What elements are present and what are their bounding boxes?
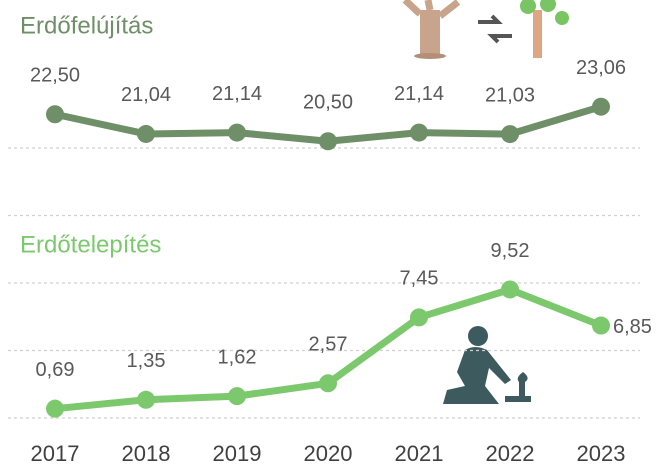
value-label: 21,14 xyxy=(212,83,262,105)
planting-icon xyxy=(443,326,531,404)
data-point xyxy=(137,124,155,143)
value-label: 6,85 xyxy=(613,316,652,338)
data-point xyxy=(228,387,246,406)
panel-title: Erdőtelepítés xyxy=(20,231,161,258)
data-point xyxy=(410,308,428,327)
value-label: 22,50 xyxy=(30,65,80,87)
panel-title: Erdőfelújítás xyxy=(20,12,153,39)
data-point xyxy=(46,105,64,124)
value-label: 23,06 xyxy=(576,57,626,79)
data-point xyxy=(592,316,610,335)
data-point xyxy=(46,399,64,418)
data-point xyxy=(319,374,337,393)
data-point xyxy=(228,123,246,142)
data-point xyxy=(137,390,155,409)
value-label: 9,52 xyxy=(491,240,530,262)
value-label: 21,14 xyxy=(394,83,444,105)
value-label: 0,69 xyxy=(36,359,75,381)
data-point xyxy=(501,280,519,299)
value-label: 2,57 xyxy=(309,334,348,356)
data-point xyxy=(592,97,610,116)
value-label: 21,03 xyxy=(485,84,535,106)
x-tick-label: 2017 xyxy=(31,441,80,466)
value-label: 21,04 xyxy=(121,84,171,106)
value-label: 1,35 xyxy=(127,350,166,372)
x-tick-label: 2021 xyxy=(395,441,444,466)
data-point xyxy=(410,123,428,142)
x-tick-label: 2019 xyxy=(213,441,262,466)
value-label: 7,45 xyxy=(400,268,439,290)
tree-swap-icon xyxy=(402,0,569,59)
value-label: 20,50 xyxy=(303,92,353,114)
x-tick-label: 2023 xyxy=(577,441,626,466)
x-tick-label: 2018 xyxy=(122,441,171,466)
data-point xyxy=(319,132,337,151)
value-label: 1,62 xyxy=(218,346,257,368)
data-point xyxy=(501,125,519,144)
x-tick-label: 2022 xyxy=(486,441,535,466)
x-tick-label: 2020 xyxy=(304,441,353,466)
